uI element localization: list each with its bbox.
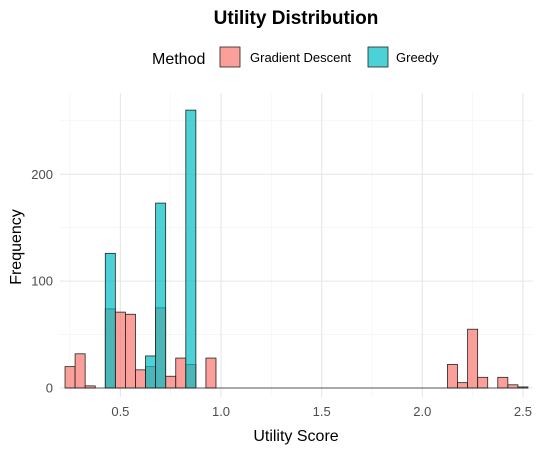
x-axis-title: Utility Score <box>253 428 338 445</box>
bar-gradient-descent-5 <box>125 313 136 389</box>
bar-greedy-0 <box>104 252 116 389</box>
bar-gradient-descent-16 <box>477 376 489 389</box>
y-tick-label-1: 100 <box>31 274 53 289</box>
y-tick-label-2: 200 <box>31 167 53 182</box>
x-tick-label-2: 1.5 <box>313 404 331 419</box>
bar-gradient-descent-1 <box>74 353 86 389</box>
x-tick-label-1: 1.0 <box>212 404 230 419</box>
y-tick-label-0: 0 <box>46 381 53 396</box>
bar-gradient-descent-13 <box>447 364 458 389</box>
x-tick-label-4: 2.5 <box>514 404 532 419</box>
y-axis-title: Frequency <box>8 209 25 285</box>
legend-title: Method <box>152 51 205 68</box>
bar-greedy-1 <box>145 355 157 389</box>
bar-gradient-descent-6 <box>135 369 146 389</box>
legend-label-greedy: Greedy <box>396 50 439 65</box>
bar-gradient-descent-14 <box>457 382 468 389</box>
bar-gradient-descent-15 <box>467 328 479 389</box>
bar-gradient-descent-0 <box>64 366 76 389</box>
bar-greedy-2 <box>155 202 167 389</box>
legend: Method Gradient Descent Greedy <box>152 46 439 68</box>
x-tick-label-0: 0.5 <box>111 404 129 419</box>
bar-gradient-descent-17 <box>497 376 509 389</box>
x-tick-label-3: 2.0 <box>413 404 431 419</box>
bar-gradient-descent-4 <box>114 311 126 389</box>
axis-ticks: 0.5 1.0 1.5 2.0 2.5 0 100 200 <box>31 167 532 419</box>
bar-gradient-descent-9 <box>165 375 177 389</box>
series-gradient-descent <box>64 307 529 389</box>
bar-gradient-descent-10 <box>175 357 187 389</box>
legend-swatch-greedy <box>367 46 389 68</box>
legend-swatch-gradient-descent <box>219 46 241 68</box>
bar-gradient-descent-18 <box>507 384 519 389</box>
series-greedy <box>65 109 528 389</box>
bar-greedy-3 <box>185 109 197 389</box>
bar-gradient-descent-12 <box>205 357 217 389</box>
legend-label-gradient-descent: Gradient Descent <box>250 50 352 65</box>
chart-title: Utility Distribution <box>214 8 379 29</box>
